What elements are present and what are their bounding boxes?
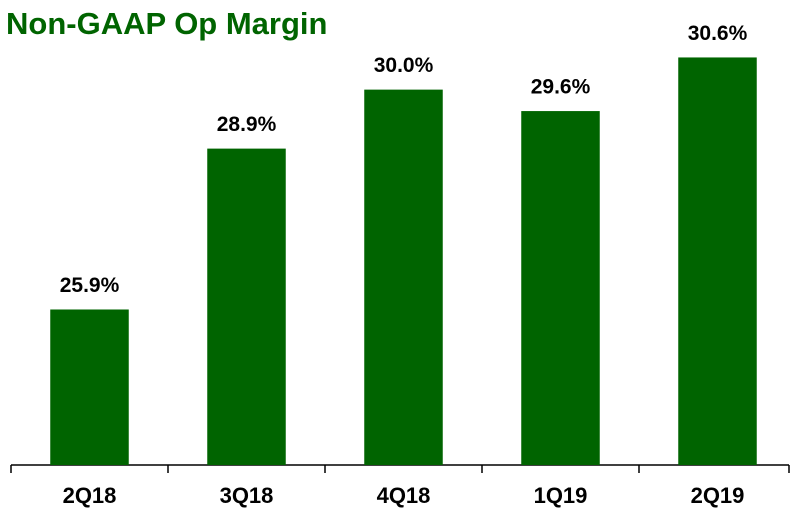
bar <box>678 57 757 465</box>
bar <box>207 148 286 466</box>
value-label: 30.6% <box>688 22 748 45</box>
x-tick-label: 2Q18 <box>63 483 117 508</box>
chart-title: Non-GAAP Op Margin <box>6 6 327 41</box>
value-label: 30.0% <box>374 54 434 77</box>
bar <box>521 111 600 465</box>
bar <box>50 309 129 465</box>
value-label: 28.9% <box>217 113 277 136</box>
x-tick-label: 1Q19 <box>534 483 588 508</box>
x-tick-label: 2Q19 <box>691 483 745 508</box>
value-label: 29.6% <box>531 76 591 99</box>
value-label: 25.9% <box>60 274 120 297</box>
x-tick-label: 4Q18 <box>377 483 431 508</box>
x-tick-label: 3Q18 <box>220 483 274 508</box>
bar <box>364 89 443 465</box>
